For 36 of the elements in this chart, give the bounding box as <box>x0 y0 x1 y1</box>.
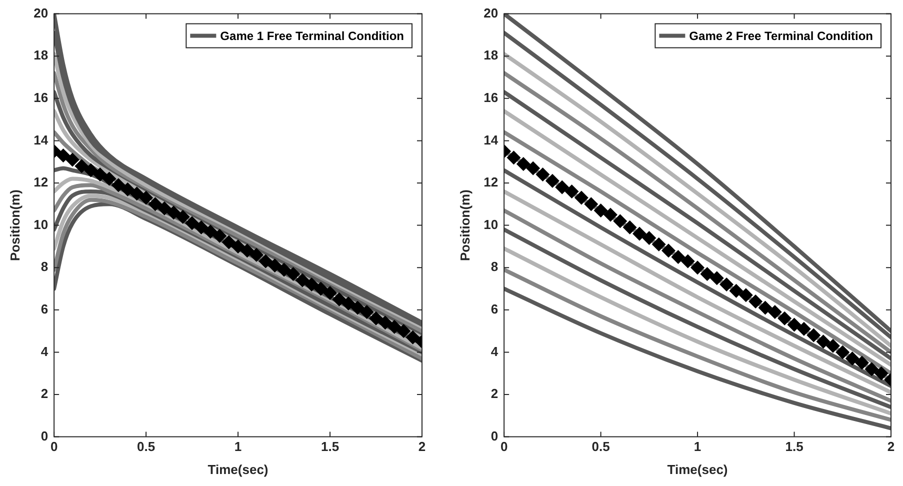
x-axis-title: Time(sec) <box>208 462 268 477</box>
y-tick-label: 20 <box>484 5 498 20</box>
y-tick-label: 4 <box>40 344 49 359</box>
y-tick-label: 18 <box>34 48 48 63</box>
y-tick-label: 0 <box>40 428 48 444</box>
y-tick-label: 8 <box>490 259 498 274</box>
y-tick-label: 6 <box>490 301 498 316</box>
x-tick-label: 0.5 <box>137 439 156 454</box>
x-tick-label: 2 <box>887 439 895 454</box>
x-tick-label: 2 <box>418 439 426 454</box>
x-tick-label: 1 <box>234 439 242 454</box>
y-tick-label: 14 <box>34 132 49 148</box>
x-axis-title: Time(sec) <box>667 462 728 477</box>
y-tick-label: 20 <box>34 5 48 20</box>
x-tick-label: 0.5 <box>592 439 610 454</box>
x-tick-label: 1 <box>694 439 702 454</box>
y-tick-label: 4 <box>490 344 499 359</box>
x-tick-label: 1.5 <box>785 439 804 454</box>
y-tick-label: 10 <box>34 216 48 232</box>
y-tick-label: 12 <box>484 174 498 190</box>
y-axis-title: Position(m) <box>457 190 472 262</box>
y-tick-label: 8 <box>40 259 48 274</box>
x-tick-label: 1.5 <box>320 439 340 454</box>
y-tick-label: 10 <box>484 216 498 232</box>
y-axis-title: Position(m) <box>7 190 22 262</box>
y-tick-label: 14 <box>484 132 499 148</box>
y-tick-label: 6 <box>40 301 48 316</box>
y-tick-label: 16 <box>484 90 498 105</box>
legend-label: Game 2 Free Terminal Condition <box>689 29 874 44</box>
y-tick-label: 0 <box>490 428 498 444</box>
y-tick-label: 12 <box>34 174 48 190</box>
legend-label: Game 1 Free Terminal Condition <box>220 29 404 44</box>
y-tick-label: 2 <box>40 386 48 402</box>
y-tick-label: 16 <box>34 90 48 105</box>
y-tick-label: 2 <box>490 386 498 402</box>
y-tick-label: 18 <box>484 48 498 63</box>
